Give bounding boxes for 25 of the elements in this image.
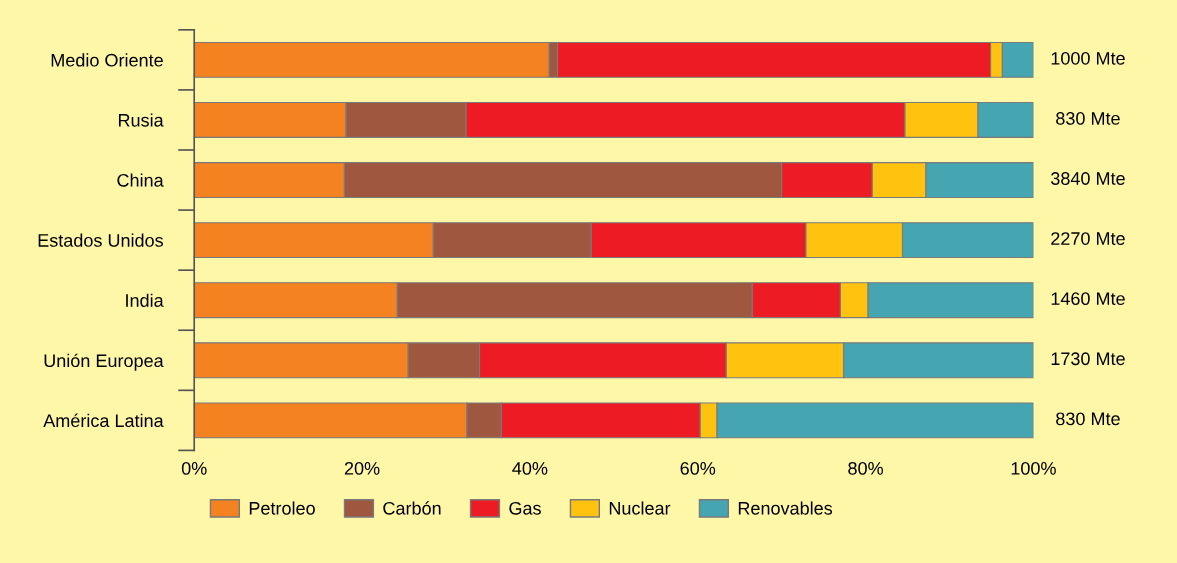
text: 1730 Mte [1051,352,1125,366]
x-tick-label: 60% [680,461,716,475]
text: 2270 Mte [1051,232,1125,245]
y-tick-label: China [117,173,164,187]
x-tick-label: 0% [181,461,207,475]
text: 830 Mte [1056,112,1120,125]
text: 3840 Mte [1051,172,1125,185]
legend-label: Petroleo [249,501,315,515]
y-tick-label: Estados Unidos [38,233,163,247]
y-tick-label: India [126,293,164,307]
y-tick-label: América Latina [43,413,164,428]
x-tick-label: 40% [512,461,548,475]
legend-label: Carbón [383,501,441,515]
legend-label: Nuclear [609,501,671,515]
legend-label: Renovables [738,501,833,515]
text: 1000 Mte [1051,51,1125,65]
text: 830 Mte [1056,412,1120,426]
y-tick-label: Unión Europea [44,353,164,371]
x-tick-label: 100% [1011,461,1056,475]
x-tick-label: 20% [344,461,380,475]
y-tick-label: Rusia [118,113,164,127]
legend-label: Gas [509,501,541,515]
y-tick-label: Medio Oriente [51,53,163,67]
text: 1460 Mte [1051,292,1125,306]
x-tick-label: 80% [848,461,883,475]
